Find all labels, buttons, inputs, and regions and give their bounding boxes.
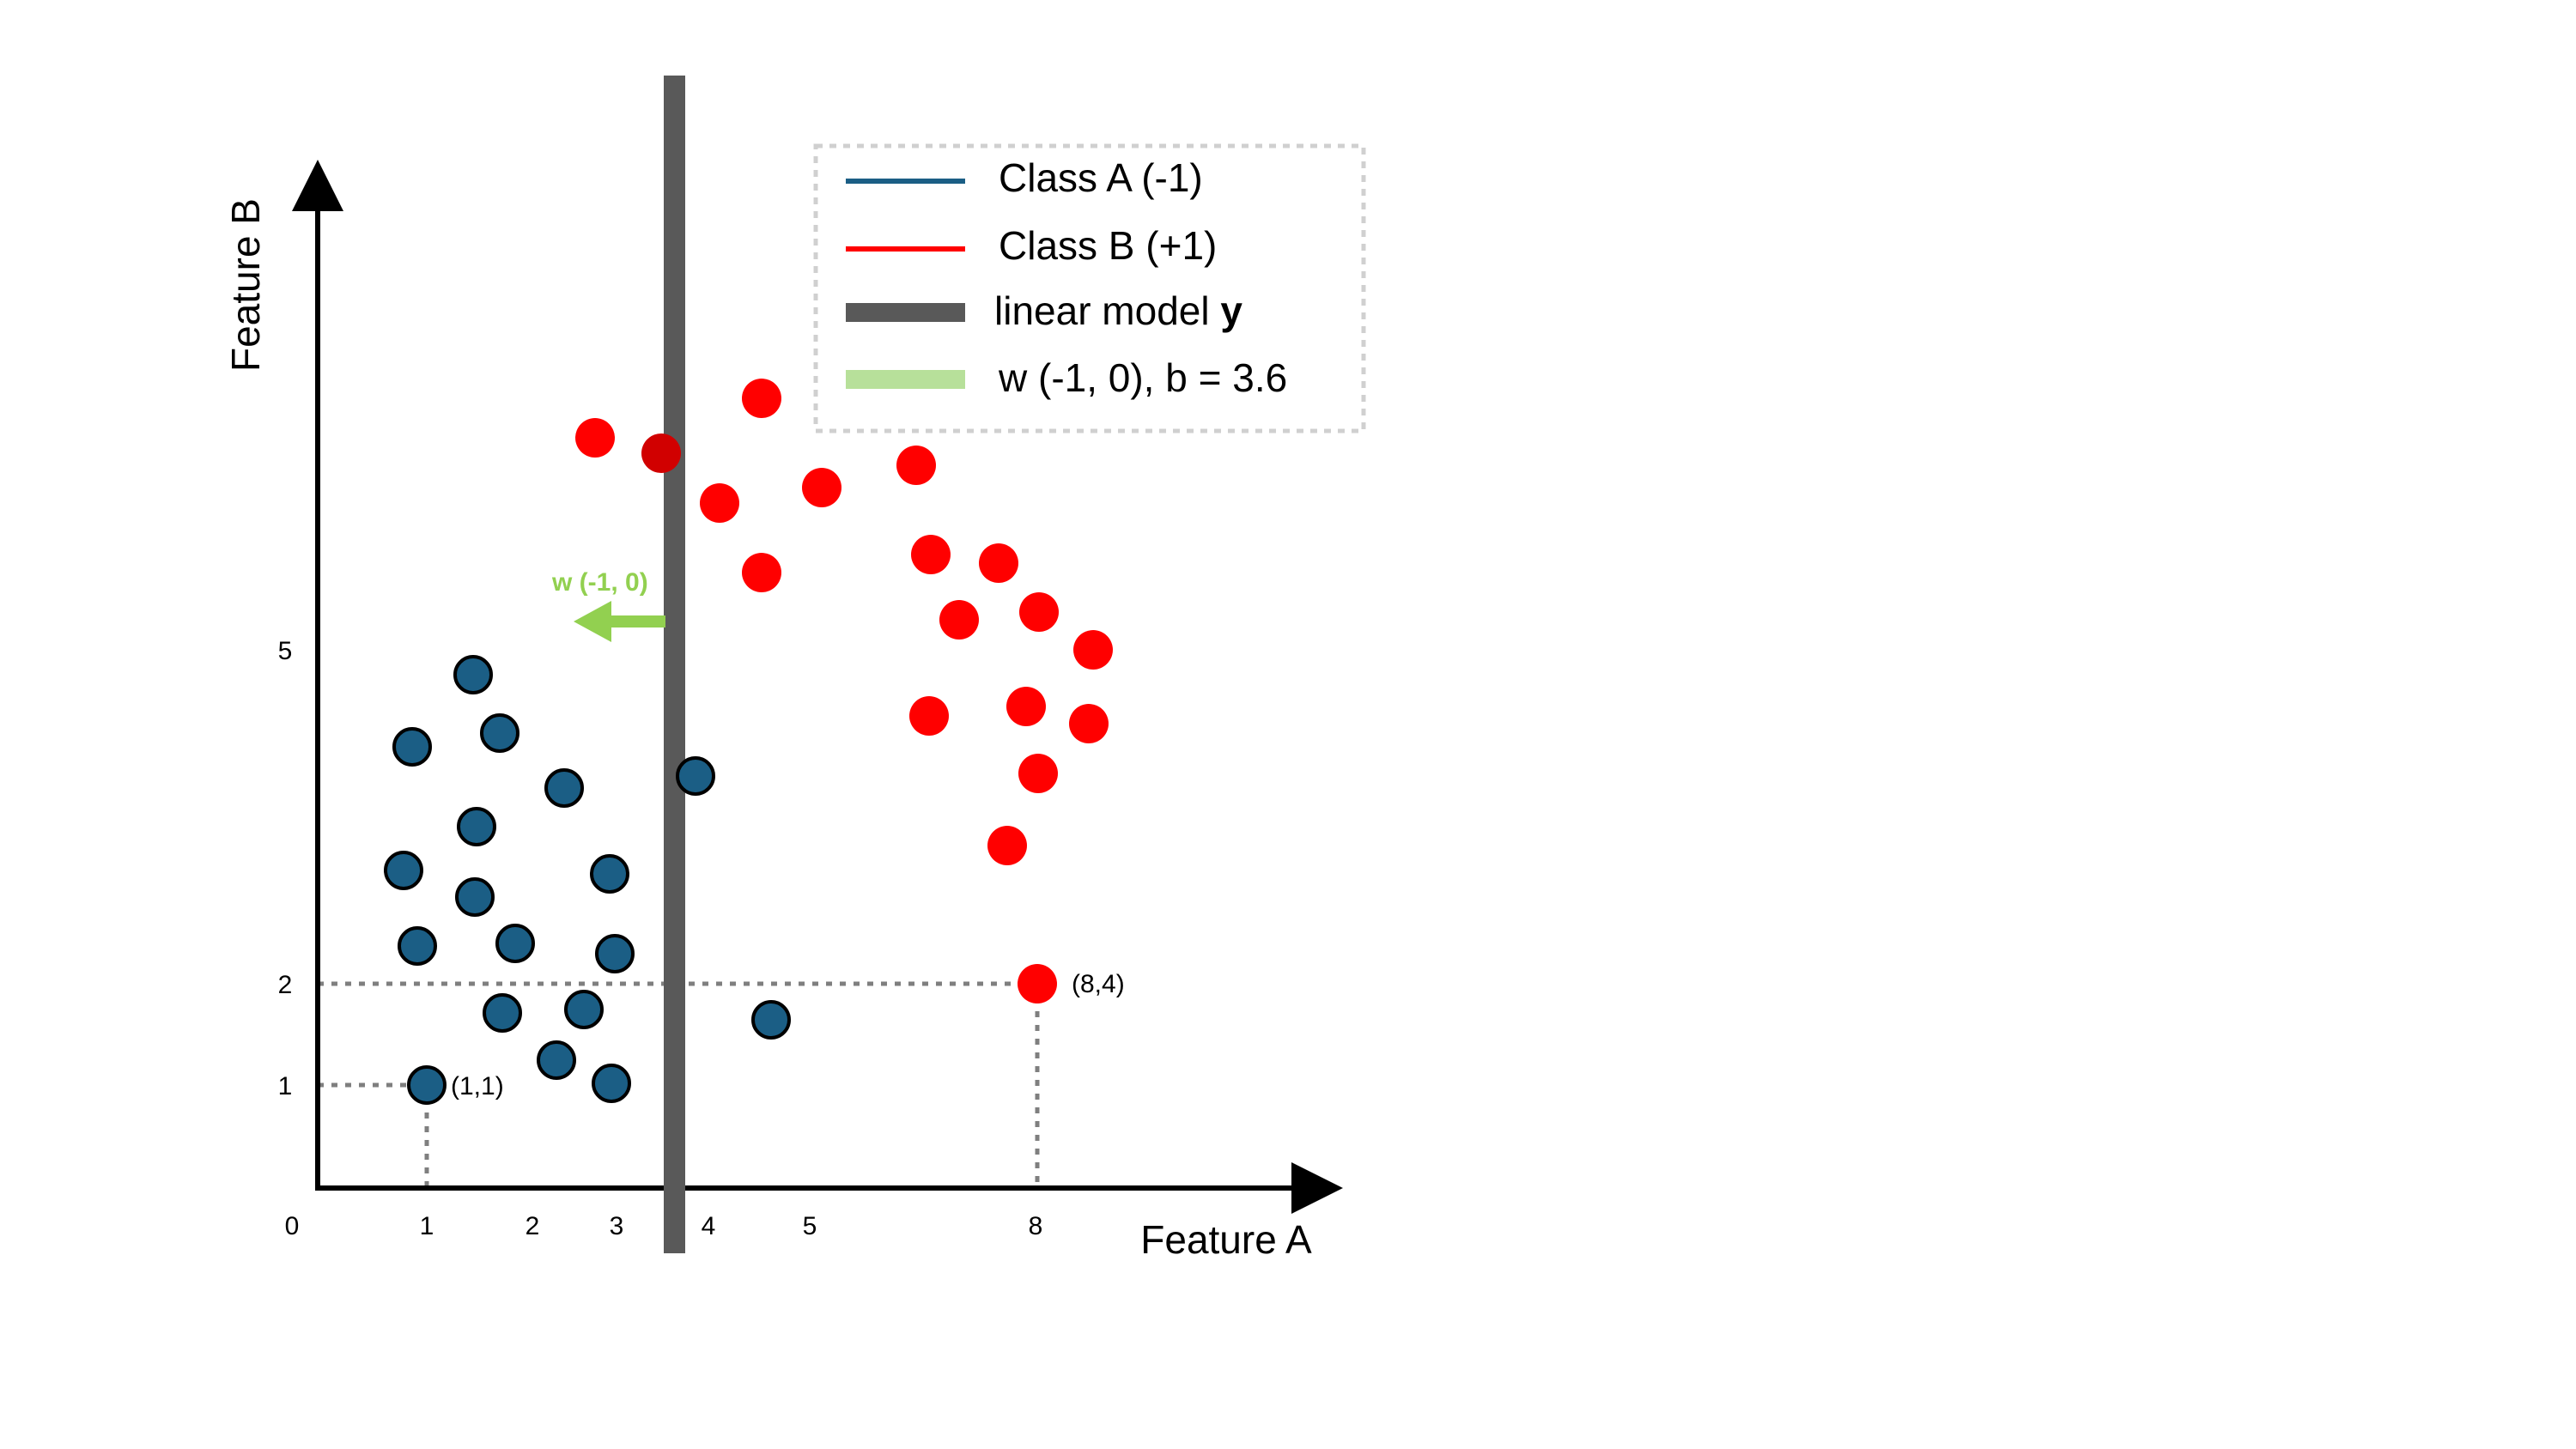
class-a-point [407, 1065, 447, 1105]
class-b-point [909, 696, 949, 736]
legend-label-weight: w (-1, 0), b = 3.6 [998, 355, 1287, 400]
x-tick-label: 3 [610, 1212, 624, 1240]
class-b-point [1006, 687, 1046, 726]
x-tick-label: 4 [702, 1212, 716, 1240]
class-b-points [575, 379, 1113, 1003]
weight-arrow-label: w (-1, 0) [551, 568, 648, 597]
class-b-point [641, 433, 681, 473]
legend-label-linear-model: linear model y [994, 288, 1242, 333]
x-tick-label: 8 [1029, 1212, 1043, 1240]
legend-label-class-a: Class A (-1) [999, 155, 1203, 200]
class-a-point [592, 1064, 631, 1103]
legend: Class A (-1) Class B (+1) linear model y… [813, 143, 1366, 433]
class-a-point [483, 993, 522, 1033]
class-b-point [1073, 630, 1113, 670]
class-a-point [676, 756, 715, 796]
class-b-point [802, 468, 841, 507]
class-a-point [455, 877, 495, 917]
class-a-point [398, 926, 437, 966]
class-b-point [1019, 592, 1059, 632]
class-a-point [453, 655, 493, 694]
class-a-point [595, 934, 635, 973]
class-b-point [742, 553, 781, 592]
legend-model-variable: y [1220, 288, 1242, 333]
class-a-point [457, 807, 496, 846]
linear-model-line [664, 76, 685, 1253]
y-axis-title: Feature B [223, 198, 268, 372]
class-a-point [544, 768, 584, 808]
class-b-point [987, 826, 1027, 865]
class-a-point [392, 727, 432, 767]
class-a-point [590, 854, 629, 894]
class-a-point [751, 1000, 791, 1040]
class-b-point [1018, 754, 1058, 793]
legend-label-class-b: Class B (+1) [999, 223, 1217, 268]
class-b-point [575, 418, 615, 458]
class-a-point [480, 713, 519, 753]
y-tick-label: 1 [278, 1072, 293, 1100]
class-b-point [1069, 704, 1109, 743]
class-b-point [911, 535, 951, 574]
point-label-8-4: (8,4) [1072, 970, 1125, 998]
class-a-point [564, 990, 604, 1029]
weight-arrow: w (-1, 0) [551, 568, 665, 642]
weight-arrow-head [574, 601, 611, 642]
class-a-point [495, 924, 535, 963]
x-tick-label: 5 [803, 1212, 817, 1240]
class-b-point [700, 483, 739, 523]
x-axis-title: Feature A [1140, 1217, 1312, 1262]
x-tick-labels: 0 1 2 3 4 5 8 [285, 1212, 1043, 1240]
legend-frame [813, 143, 1366, 433]
y-tick-label: 2 [278, 971, 293, 999]
class-b-point [896, 446, 936, 485]
y-tick-label: 5 [278, 637, 293, 665]
x-tick-label: 0 [285, 1212, 300, 1240]
class-b-point [742, 379, 781, 418]
class-a-points [384, 655, 791, 1105]
class-a-point [384, 851, 423, 890]
y-tick-labels: 1 2 5 [278, 637, 293, 1100]
class-b-point [939, 600, 979, 640]
x-tick-label: 2 [526, 1212, 540, 1240]
legend-model-prefix: linear model [994, 288, 1220, 333]
point-label-1-1: (1,1) [451, 1072, 504, 1100]
class-b-point [979, 543, 1018, 583]
class-b-point [1018, 964, 1057, 1003]
x-tick-label: 1 [420, 1212, 434, 1240]
axes [292, 160, 1343, 1214]
class-a-point [537, 1040, 576, 1080]
